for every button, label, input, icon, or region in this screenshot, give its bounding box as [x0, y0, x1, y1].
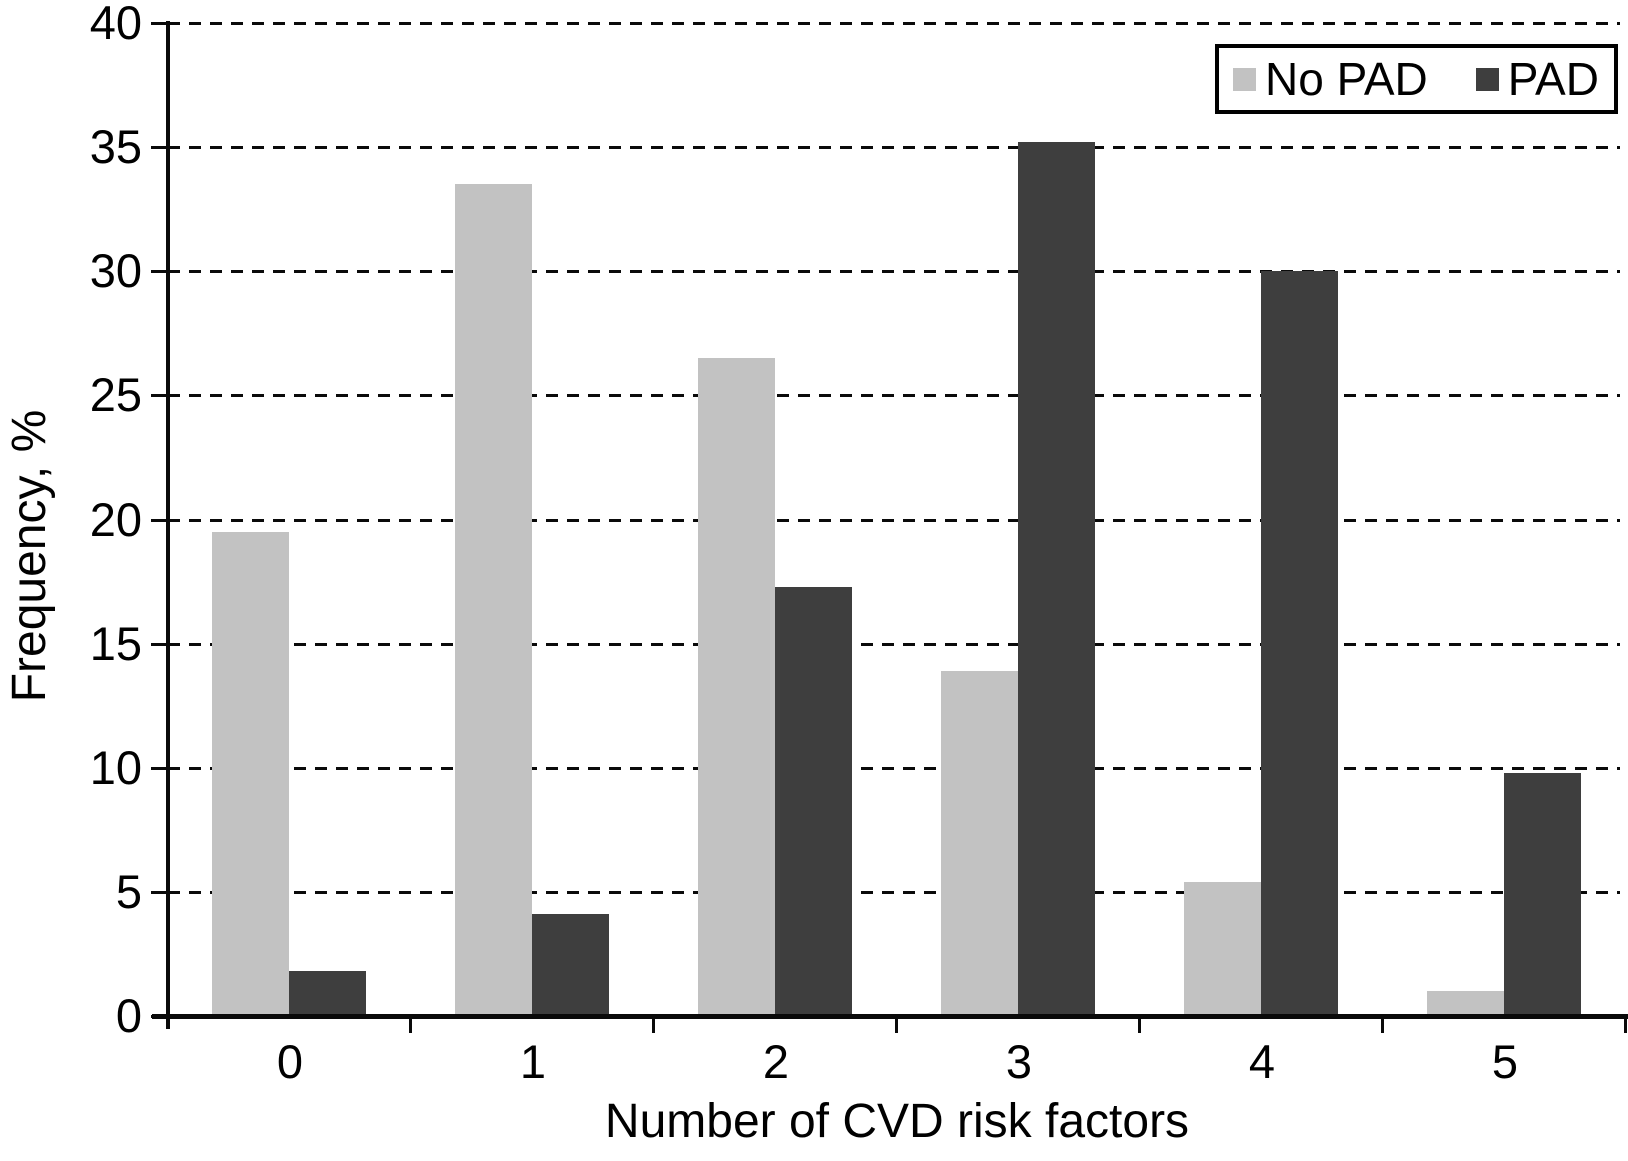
x-tick-label-1: 1	[519, 1035, 547, 1088]
bar-pad-4	[1261, 271, 1338, 1016]
y-tick-30	[151, 270, 170, 273]
gridline-20	[168, 519, 1620, 522]
y-axis-line	[166, 21, 170, 1029]
y-tick-label-5: 5	[115, 865, 142, 918]
no-pad-swatch-icon	[1233, 67, 1256, 91]
y-tick-label-20: 20	[89, 493, 142, 546]
y-tick-label-15: 15	[89, 617, 142, 670]
gridline-15	[168, 643, 1620, 646]
bar-no-pad-1	[455, 184, 532, 1016]
x-tick-label-2: 2	[762, 1035, 790, 1088]
x-tick-4	[1138, 1016, 1141, 1033]
gridline-35	[168, 146, 1620, 149]
gridline-10	[168, 767, 1620, 770]
y-tick-20	[151, 519, 170, 522]
y-tick-5	[151, 891, 170, 894]
legend-item-pad: PAD	[1475, 52, 1599, 106]
x-tick-5	[1381, 1016, 1384, 1033]
pad-swatch-icon	[1475, 67, 1499, 91]
y-tick-label-35: 35	[89, 120, 142, 173]
y-tick-label-10: 10	[89, 741, 142, 794]
bar-no-pad-4	[1184, 882, 1261, 1016]
x-tick-label-3: 3	[1005, 1035, 1033, 1088]
y-tick-25	[151, 394, 170, 397]
bar-no-pad-0	[212, 532, 289, 1016]
x-tick-1	[409, 1016, 412, 1033]
x-tick-2	[652, 1016, 655, 1033]
x-tick-6	[1624, 1016, 1627, 1033]
bar-pad-2	[775, 587, 852, 1016]
gridline-30	[168, 270, 1620, 273]
x-tick-label-4: 4	[1248, 1035, 1276, 1088]
gridline-40	[168, 22, 1620, 25]
bar-pad-3	[1018, 142, 1095, 1016]
y-tick-10	[151, 767, 170, 770]
y-tick-40	[151, 22, 170, 25]
bar-pad-0	[289, 971, 366, 1016]
legend: No PAD PAD	[1215, 44, 1618, 114]
bar-pad-1	[532, 914, 609, 1016]
y-tick-35	[151, 146, 170, 149]
y-tick-15	[151, 643, 170, 646]
x-tick-label-5: 5	[1491, 1035, 1519, 1088]
gridline-25	[168, 394, 1620, 397]
y-tick-label-40: 40	[89, 0, 142, 49]
bar-no-pad-5	[1427, 991, 1504, 1016]
legend-label-pad: PAD	[1507, 53, 1599, 105]
legend-item-no-pad: No PAD	[1233, 52, 1428, 106]
bar-pad-5	[1504, 773, 1581, 1016]
y-tick-label-30: 30	[89, 244, 142, 297]
bar-no-pad-3	[941, 671, 1018, 1016]
x-tick-label-0: 0	[276, 1035, 304, 1088]
legend-label-no-pad: No PAD	[1265, 53, 1428, 105]
gridline-5	[168, 891, 1620, 894]
y-tick-label-0: 0	[115, 989, 142, 1042]
y-tick-label-25: 25	[89, 368, 142, 421]
x-tick-3	[895, 1016, 898, 1033]
y-tick-0	[151, 1015, 170, 1018]
x-axis-line	[152, 1014, 1628, 1019]
bar-no-pad-2	[698, 358, 775, 1016]
x-axis-title: Number of CVD risk factors	[604, 1095, 1190, 1148]
